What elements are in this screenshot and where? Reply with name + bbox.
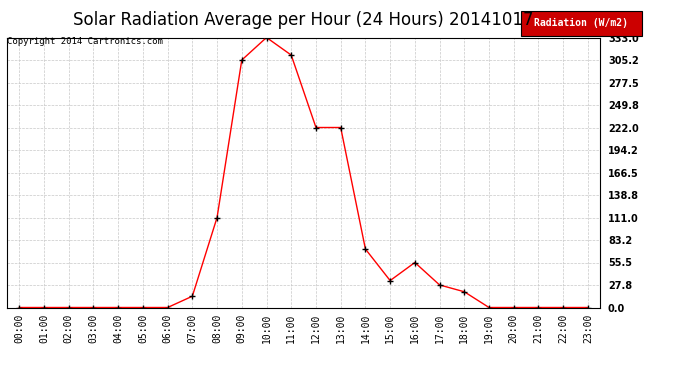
- Text: Solar Radiation Average per Hour (24 Hours) 20141017: Solar Radiation Average per Hour (24 Hou…: [73, 11, 534, 29]
- Text: Radiation (W/m2): Radiation (W/m2): [534, 18, 629, 28]
- Text: Copyright 2014 Cartronics.com: Copyright 2014 Cartronics.com: [7, 38, 163, 46]
